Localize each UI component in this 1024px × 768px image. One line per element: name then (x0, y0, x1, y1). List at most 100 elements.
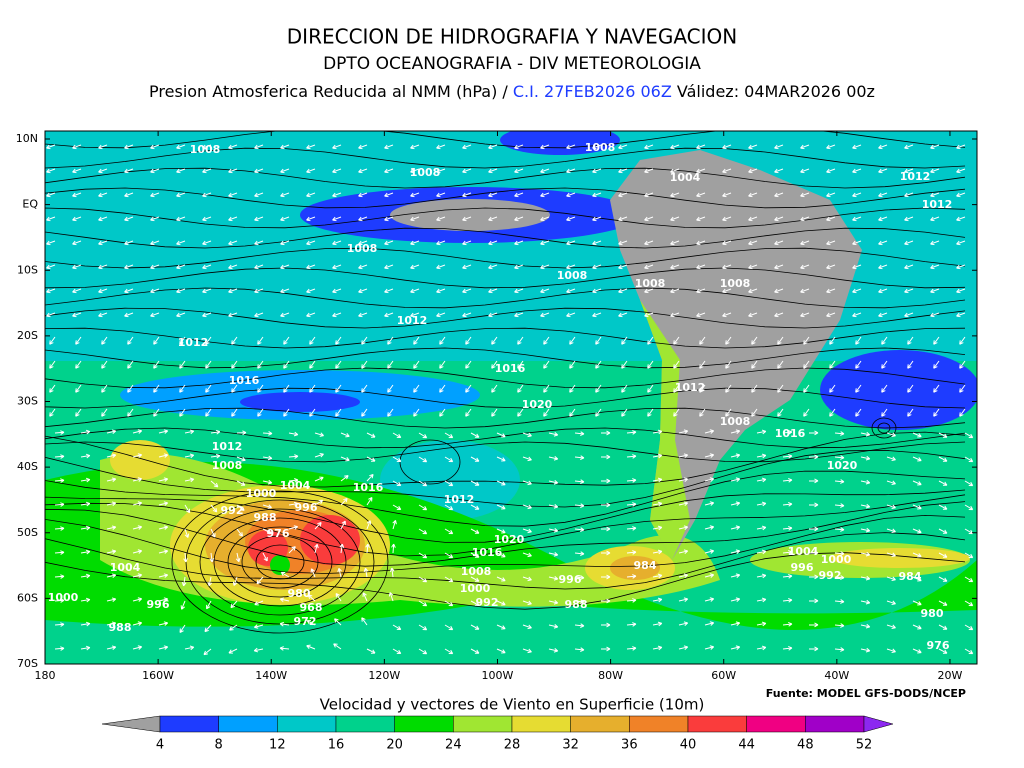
wind-arrow (332, 216, 342, 222)
wind-arrow (800, 288, 810, 294)
wind-arrow (361, 408, 368, 417)
wind-arrow (748, 288, 758, 294)
wind-arrow (46, 144, 56, 150)
wind-arrow (179, 624, 186, 633)
wind-arrow (678, 573, 689, 578)
isobar-label: 996 (147, 598, 170, 611)
isobar-label: 1012 (212, 440, 243, 453)
wind-arrow (470, 480, 480, 486)
wind-arrow (124, 264, 134, 270)
wind-arrow (98, 144, 108, 150)
wind-arrow (280, 571, 290, 578)
wind-arrow (54, 622, 65, 627)
wind-arrow (834, 599, 845, 604)
wind-arrow (184, 477, 195, 483)
colorbar-tick-label: 52 (856, 738, 873, 753)
wind-arrow (678, 597, 689, 602)
wind-arrow (855, 336, 862, 345)
wind-arrow (387, 336, 394, 345)
wind-arrow (673, 336, 680, 345)
wind-arrow (860, 551, 871, 557)
wind-arrow (592, 288, 602, 294)
wind-arrow (696, 192, 706, 198)
wind-arrow (548, 527, 559, 533)
wind-arrow (938, 432, 948, 438)
wind-arrow (80, 453, 91, 459)
wind-arrow (202, 216, 212, 222)
wind-arrow (826, 192, 836, 198)
wind-arrow (574, 647, 585, 652)
wind-arrow (153, 336, 160, 345)
wind-arrow (566, 312, 576, 318)
colorbar-tick-label: 32 (562, 738, 579, 753)
wind-arrow (886, 432, 896, 438)
wind-arrow (228, 168, 238, 174)
wind-arrow (670, 144, 680, 150)
wind-arrow (106, 453, 117, 459)
wind-arrow (46, 288, 56, 294)
wind-arrow (886, 528, 896, 534)
wind-arrow (153, 360, 160, 369)
wind-arrow (228, 192, 238, 198)
wind-arrow (470, 552, 480, 558)
wind-arrow (202, 264, 212, 270)
wind-arrow (46, 240, 56, 246)
isobar-label: 996 (559, 573, 582, 586)
wind-arrow (202, 168, 212, 174)
wind-arrow (699, 360, 706, 369)
wind-arrow (106, 477, 117, 483)
wind-arrow (652, 573, 663, 579)
wind-arrow (184, 504, 191, 514)
isobar-label: 992 (819, 569, 842, 582)
isobar-label: 1008 (212, 459, 243, 472)
wind-arrow (670, 312, 680, 318)
wind-arrow (704, 645, 715, 650)
wind-arrow (756, 645, 767, 651)
wind-arrow (384, 264, 394, 270)
wind-arrow (176, 168, 186, 174)
wind-arrow (647, 336, 654, 345)
wind-arrow (106, 429, 117, 435)
wind-arrow (878, 312, 888, 318)
wind-arrow (782, 430, 793, 435)
wind-arrow (956, 312, 966, 318)
subtitle: DPTO OCEANOGRAFIA - DIV METEOROLOGIA (323, 54, 701, 74)
wind-arrow (514, 144, 524, 150)
wind-arrow (158, 525, 169, 530)
wind-arrow (366, 648, 376, 654)
colorbar-segment (335, 715, 395, 733)
isobar (45, 427, 966, 449)
wind-arrow (670, 264, 680, 270)
wind-arrow (543, 336, 550, 345)
wind-arrow (548, 479, 559, 485)
wind-arrow (46, 192, 56, 198)
isobar-label: 1016 (775, 427, 806, 440)
wind-arrow (800, 240, 810, 246)
wind-arrow (306, 192, 316, 198)
wind-arrow (644, 264, 654, 270)
wind-arrow (600, 598, 611, 604)
wind-arrow (150, 288, 160, 294)
wind-arrow (514, 312, 524, 318)
wind-arrow (46, 168, 56, 174)
wind-arrow (964, 624, 974, 631)
wind-arrow (621, 336, 628, 345)
wind-arrow (522, 480, 532, 486)
wind-arrow (852, 144, 862, 150)
wind-arrow (228, 144, 238, 150)
wind-arrow (436, 144, 446, 150)
wind-arrow (543, 360, 550, 369)
wind-arrow (54, 598, 65, 603)
wind-arrow (205, 336, 212, 345)
wind-arrow (782, 598, 793, 603)
wind-arrow (548, 575, 559, 581)
wind-arrow (756, 429, 767, 435)
isobar (45, 532, 966, 590)
wind-arrow (678, 549, 689, 554)
isobar-label: 1004 (280, 479, 311, 492)
wind-arrow (384, 312, 394, 318)
wind-arrow (930, 192, 940, 198)
wind-arrow (158, 549, 169, 554)
wind-arrow (231, 408, 238, 417)
wind-arrow (626, 574, 637, 579)
